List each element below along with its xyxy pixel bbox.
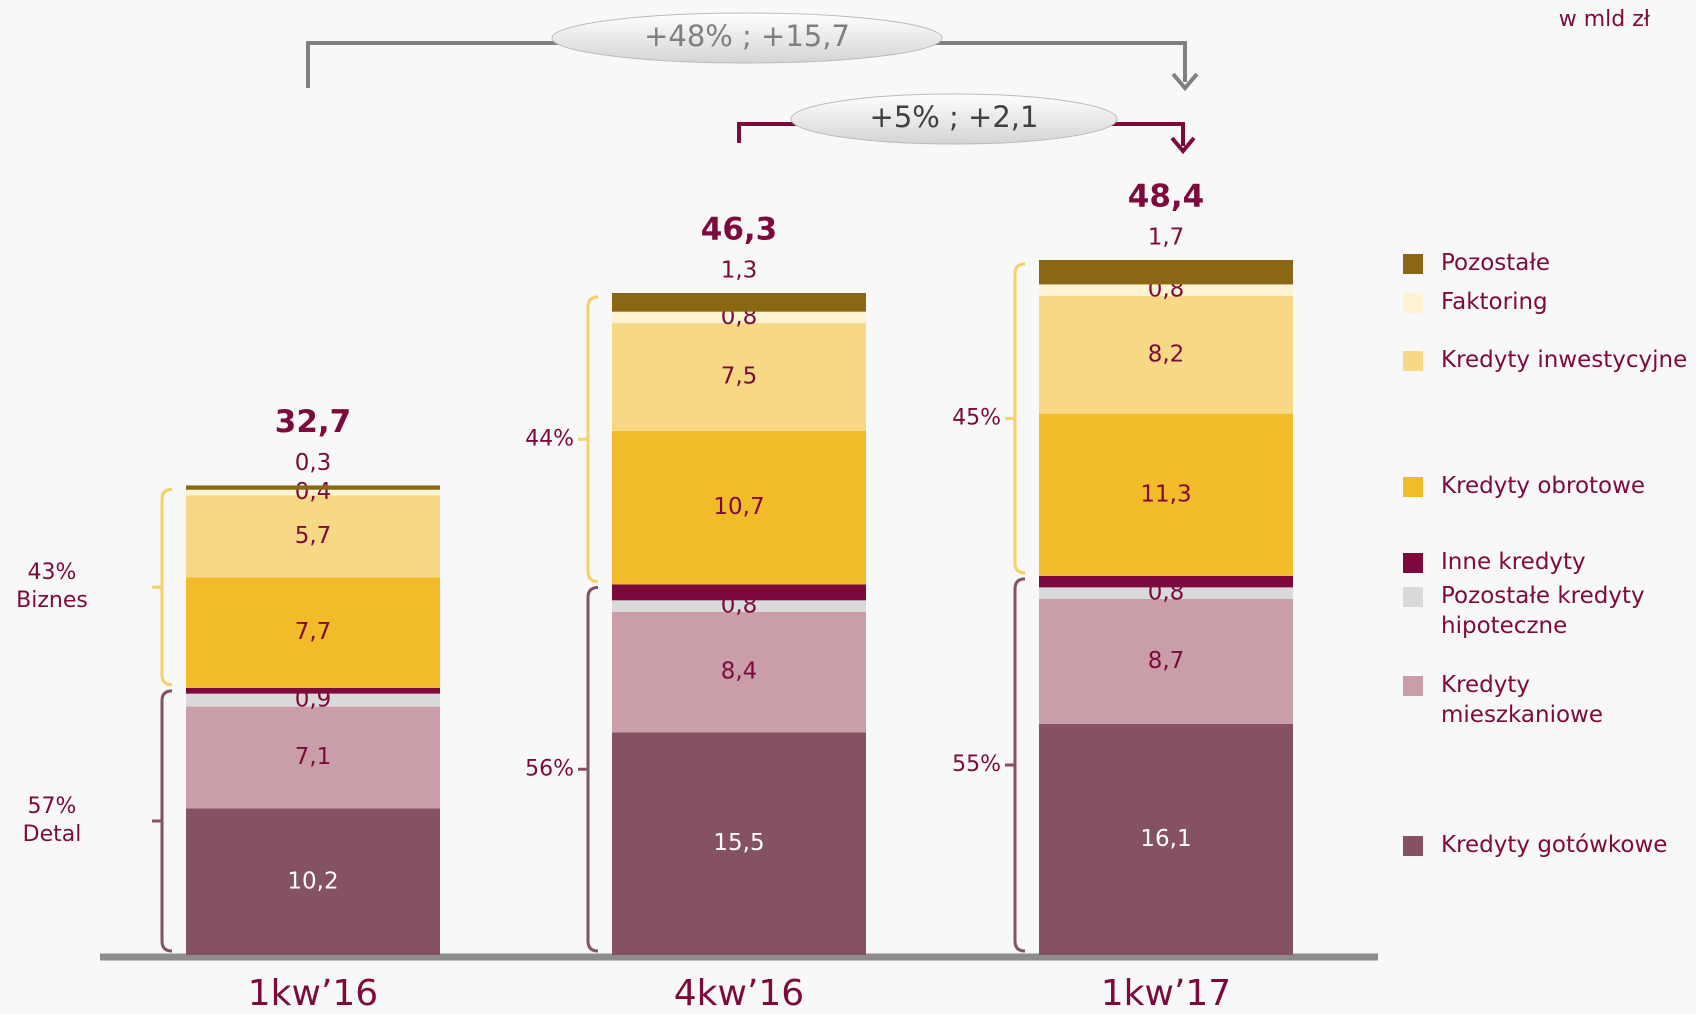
bar-segment <box>612 430 866 585</box>
value-label: 7,7 <box>295 619 332 645</box>
value-label: 0,4 <box>295 479 332 505</box>
bar-segment <box>1039 284 1293 296</box>
value-label: 8,4 <box>721 659 758 685</box>
unit-note: w mld zł <box>1559 7 1651 32</box>
change-pill <box>551 12 943 64</box>
value-label: 11,3 <box>1140 481 1191 507</box>
bar-segment <box>186 808 440 955</box>
value-label: 7,1 <box>295 744 332 770</box>
bar-segment <box>1039 259 1293 285</box>
legend-swatch <box>1403 587 1423 607</box>
group-bracket <box>578 295 599 584</box>
legend-label: Pozostałe <box>1441 250 1551 276</box>
bar-segment <box>612 293 866 312</box>
group-name: Detal <box>23 822 82 847</box>
legend-swatch <box>1403 254 1423 274</box>
legend-label: Kredyty inwestycyjne <box>1441 347 1688 373</box>
bar-segment <box>186 706 440 809</box>
arrow-head <box>1170 136 1196 155</box>
value-label: 15,5 <box>713 830 764 856</box>
value-label: 10,2 <box>287 868 338 894</box>
legend-entry: Kredyty obrotowe <box>1441 473 1646 499</box>
bar-segment <box>1039 575 1293 588</box>
group-bracket <box>1005 577 1026 953</box>
legend-entry: Inne kredyty <box>1441 549 1586 575</box>
legend-entry: Pozostałe kredyty hipoteczne <box>1441 583 1645 639</box>
change-pill <box>790 93 1118 145</box>
legend-entry: Kredyty inwestycyjne <box>1441 347 1688 373</box>
total-label: 48,4 <box>1128 178 1205 214</box>
category-label: 1kw’17 <box>1101 973 1231 1014</box>
value-label: 8,7 <box>1148 648 1185 674</box>
legend-label: Kredyty mieszkaniowe <box>1441 672 1604 728</box>
legend-swatch <box>1403 293 1423 313</box>
value-label: 7,5 <box>721 364 758 390</box>
bar-segment <box>1039 587 1293 599</box>
legend-entry: Kredyty gotówkowe <box>1441 832 1668 858</box>
value-label: 0,3 <box>295 450 332 476</box>
value-label: 1,3 <box>721 258 758 284</box>
legend-label: Inne kredyty <box>1441 549 1586 575</box>
group-bracket <box>152 689 173 953</box>
bar-segment <box>1039 295 1293 414</box>
legend-swatch <box>1403 836 1423 856</box>
value-label: 5,7 <box>295 523 332 549</box>
bar-segment <box>186 495 440 578</box>
bar-segment <box>612 611 866 733</box>
bar-segment <box>1039 598 1293 724</box>
bar-segment <box>612 584 866 601</box>
group-share: 56% <box>525 756 574 781</box>
group-share: 44% <box>525 426 574 451</box>
value-label: 16,1 <box>1140 826 1191 852</box>
legend-swatch <box>1403 676 1423 696</box>
value-label: 1,7 <box>1148 224 1185 250</box>
legend-label: Kredyty gotówkowe <box>1441 832 1668 858</box>
category-label: 4kw’16 <box>674 973 804 1014</box>
total-label: 46,3 <box>701 212 778 248</box>
bar-segment <box>1039 723 1293 955</box>
legend-entry: Faktoring <box>1441 289 1548 315</box>
bar-segment <box>186 485 440 490</box>
legend-swatch <box>1403 477 1423 497</box>
total-label: 32,7 <box>275 404 352 440</box>
change-label: +5% ; +2,1 <box>870 100 1039 134</box>
value-label: 8,2 <box>1148 341 1185 367</box>
value-label: 10,7 <box>713 494 764 520</box>
group-share: 55% <box>952 752 1001 777</box>
group-bracket <box>1005 262 1026 575</box>
group-name: Biznes <box>16 588 88 613</box>
arrow-head <box>1171 72 1199 92</box>
bar-segment <box>186 693 440 707</box>
bar-segment <box>612 323 866 431</box>
group-share: 45% <box>952 405 1001 430</box>
legend-entry: Pozostałe <box>1441 250 1551 276</box>
group-share: 43% <box>28 560 77 585</box>
group-bracket <box>578 586 599 953</box>
group-share: 57% <box>28 794 77 819</box>
bar-segment <box>612 600 866 612</box>
legend-label: Faktoring <box>1441 289 1548 315</box>
legend-swatch <box>1403 553 1423 573</box>
category-label: 1kw’16 <box>248 973 378 1014</box>
bar-segment <box>186 687 440 694</box>
legend-entry: Kredyty mieszkaniowe <box>1441 672 1604 728</box>
legend-label: Kredyty obrotowe <box>1441 473 1646 499</box>
bar-segment <box>612 732 866 955</box>
legend-swatch <box>1403 351 1423 371</box>
group-bracket <box>152 487 173 687</box>
bar-segment <box>1039 413 1293 576</box>
bar-segment <box>612 311 866 324</box>
change-label: +48% ; +15,7 <box>644 19 850 53</box>
bar-segment <box>186 577 440 688</box>
legend-label: Pozostałe kredyty hipoteczne <box>1441 583 1645 639</box>
bar-segment <box>186 489 440 496</box>
